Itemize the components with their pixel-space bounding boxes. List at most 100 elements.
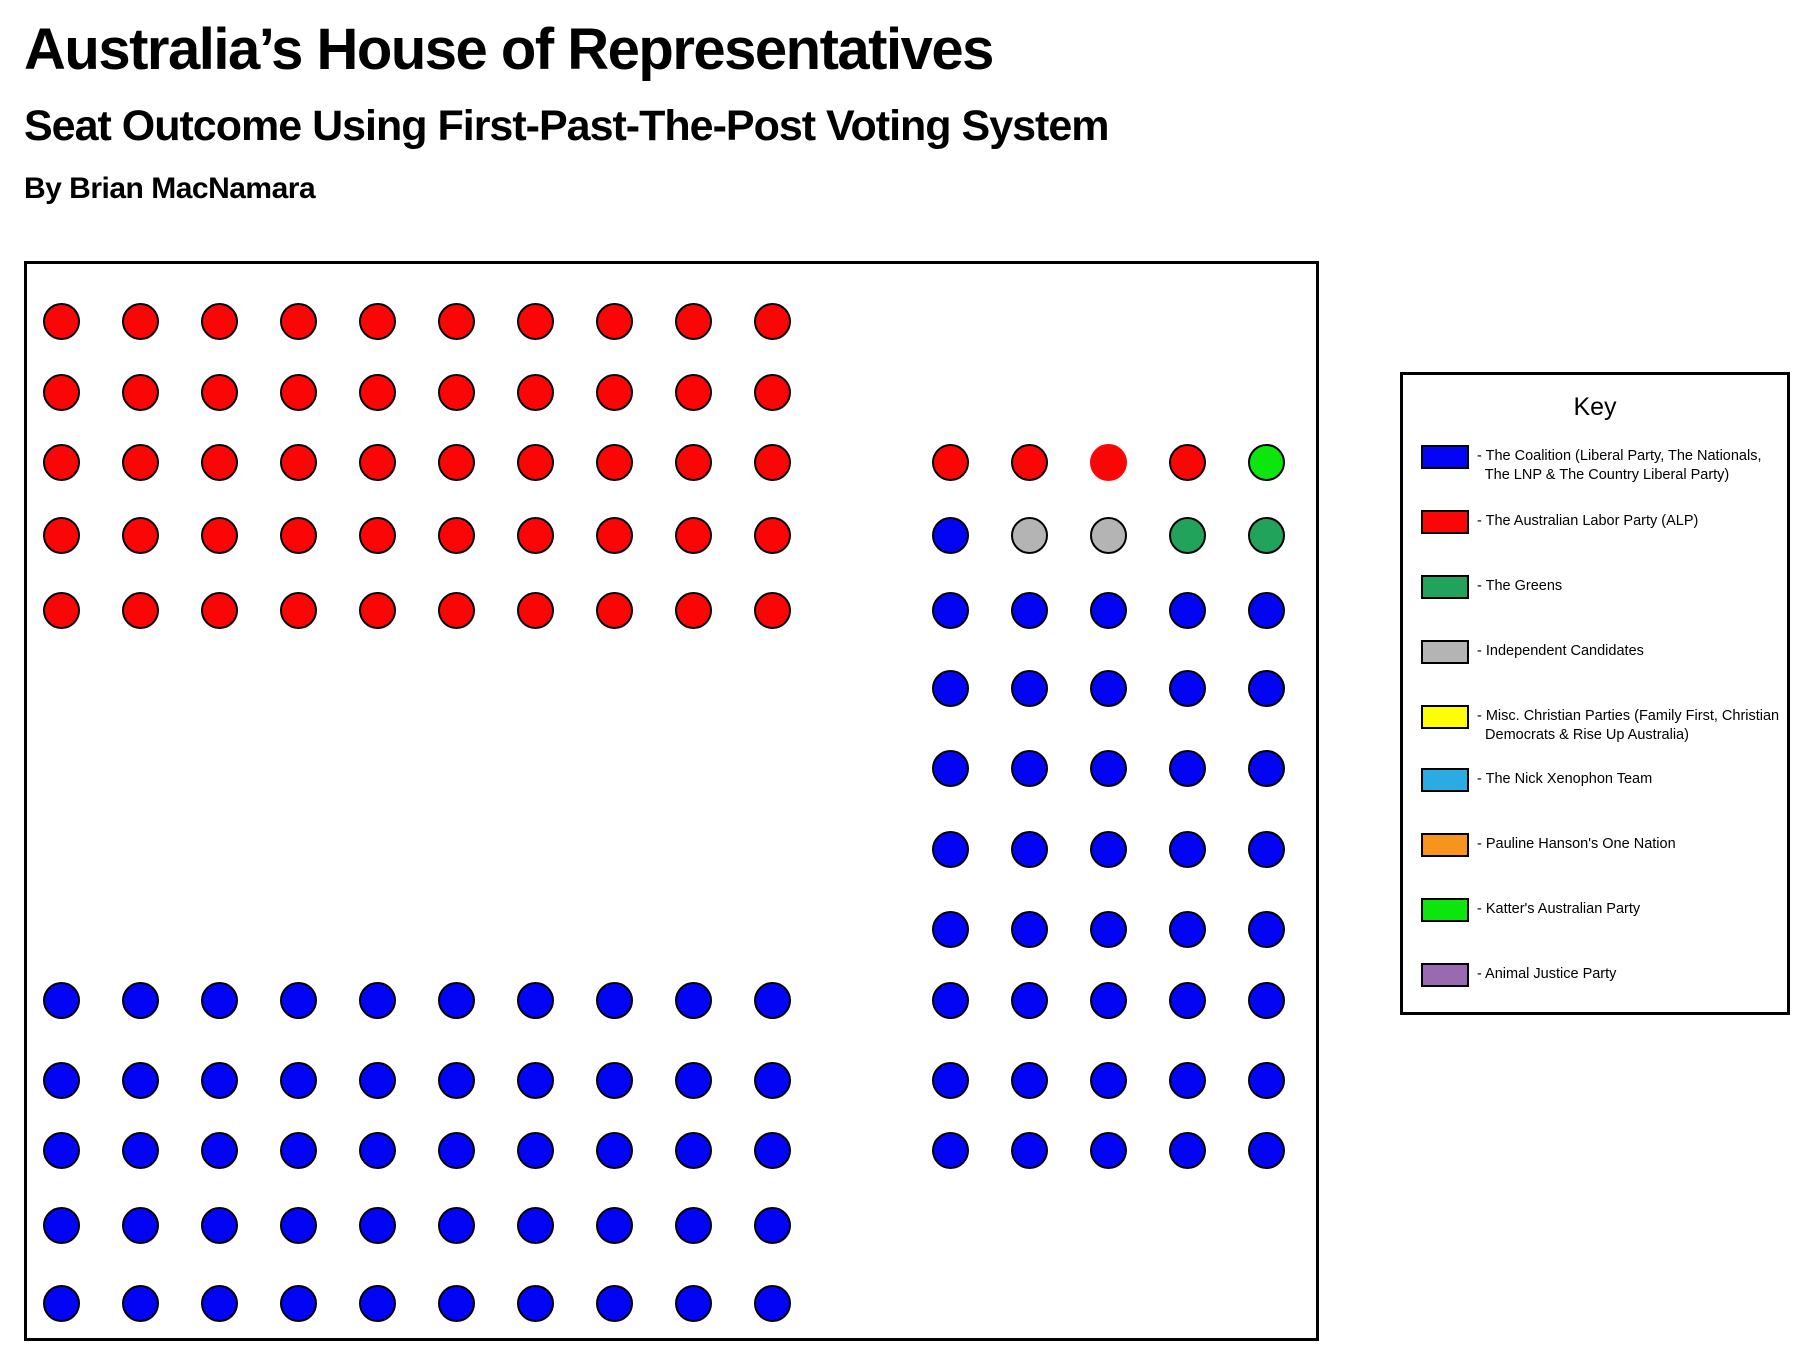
seat-dot-coalition: [1168, 1061, 1206, 1099]
seat-dot-coalition: [42, 1131, 80, 1169]
seat-dot-alp: [438, 443, 475, 481]
seat-dot-coalition: [1089, 910, 1127, 948]
seat-dot-coalition: [200, 1061, 238, 1099]
seat-dot-coalition: [1089, 669, 1127, 707]
key-entry-label: - The Nick Xenophon Team: [1477, 771, 1653, 787]
seat-dot-alp: [675, 443, 713, 481]
seat-dot-alp: [200, 516, 238, 554]
key-entry-christian: - Misc. Christian Parties (Family First,…: [1421, 705, 1779, 745]
seat-dot-coalition: [1247, 830, 1285, 868]
seat-dot-coalition: [931, 981, 969, 1019]
seat-dot-alp: [517, 373, 555, 411]
seat-dot-alp: [121, 373, 159, 411]
seat-dot-coalition: [1168, 749, 1206, 787]
seat-dot-coalition: [1168, 910, 1206, 948]
seat-dot-coalition: [1010, 830, 1048, 868]
seat-dot-alp: [1089, 443, 1127, 481]
seat-dot-coalition: [279, 1061, 317, 1099]
seat-dot-coalition: [358, 981, 396, 1019]
seat-dot-coalition: [42, 1206, 80, 1244]
seat-dot-alp: [596, 302, 634, 340]
key-entry-greens: - The Greens: [1421, 575, 1562, 599]
seat-dot-coalition: [517, 1131, 555, 1169]
seat-dot-alp: [358, 302, 396, 340]
seat-dot-coalition: [596, 981, 634, 1019]
seat-dot-coalition: [1010, 749, 1048, 787]
seat-dot-coalition: [438, 1284, 475, 1322]
seat-dot-coalition: [675, 1284, 713, 1322]
seat-dot-alp: [675, 591, 713, 629]
seat-dot-coalition: [754, 1284, 792, 1322]
seat-dot-alp: [596, 516, 634, 554]
seat-dot-coalition: [200, 1131, 238, 1169]
seat-dot-alp: [675, 516, 713, 554]
key-entry-coalition: - The Coalition (Liberal Party, The Nati…: [1421, 445, 1762, 485]
key-entry-label: - Independent Candidates: [1477, 643, 1644, 659]
key-entry-ajp: - Animal Justice Party: [1421, 963, 1616, 987]
seat-dot-coalition: [1168, 981, 1206, 1019]
seat-dot-coalition: [1089, 1131, 1127, 1169]
seat-dot-coalition: [1168, 830, 1206, 868]
seat-dot-coalition: [200, 981, 238, 1019]
seat-dot-independent: [1089, 516, 1127, 554]
seat-dot-alp: [279, 591, 317, 629]
seat-dot-coalition: [358, 1061, 396, 1099]
seat-dot-alp: [42, 516, 80, 554]
key-entry-label: - Animal Justice Party: [1477, 966, 1617, 982]
key-swatch-independent: [1421, 640, 1469, 664]
seat-dot-coalition: [517, 1061, 555, 1099]
seat-dot-alp: [1168, 443, 1206, 481]
seat-dot-coalition: [1168, 669, 1206, 707]
seat-dot-alp: [200, 302, 238, 340]
seat-dot-alp: [596, 443, 634, 481]
seat-dot-alp: [279, 302, 317, 340]
seat-dot-coalition: [438, 981, 475, 1019]
key-swatch-onenation: [1421, 833, 1469, 857]
seat-dot-coalition: [675, 1206, 713, 1244]
seat-dot-coalition: [1089, 981, 1127, 1019]
seat-dot-coalition: [1247, 1131, 1285, 1169]
seat-dot-alp: [121, 591, 159, 629]
key-swatch-greens: [1421, 575, 1469, 599]
seat-dot-alp: [42, 443, 80, 481]
seat-dot-alp: [279, 516, 317, 554]
seat-dot-coalition: [517, 981, 555, 1019]
seat-dot-alp: [279, 443, 317, 481]
seat-dot-coalition: [931, 669, 969, 707]
seat-dot-coalition: [1168, 591, 1206, 629]
key-entry-onenation: - Pauline Hanson's One Nation: [1421, 833, 1676, 857]
seat-dot-coalition: [675, 981, 713, 1019]
seat-dot-katter: [1247, 443, 1285, 481]
page-title: Australia’s House of Representatives: [24, 17, 994, 82]
seat-dot-alp: [438, 516, 475, 554]
seat-dot-coalition: [1010, 669, 1048, 707]
seat-dot-coalition: [279, 981, 317, 1019]
key-swatch-alp: [1421, 510, 1469, 534]
key-entry-label: - The Greens: [1477, 578, 1563, 594]
seat-dot-coalition: [517, 1284, 555, 1322]
seat-dot-coalition: [1247, 981, 1285, 1019]
seat-dot-coalition: [931, 910, 969, 948]
seat-dot-coalition: [596, 1061, 634, 1099]
seat-dot-coalition: [358, 1206, 396, 1244]
key-swatch-coalition: [1421, 445, 1469, 469]
seat-dot-coalition: [931, 830, 969, 868]
key-entry-label: - The Coalition (Liberal Party, The Nati…: [1477, 448, 1762, 483]
seat-dot-coalition: [279, 1131, 317, 1169]
seat-dot-alp: [596, 373, 634, 411]
seat-dot-alp: [438, 591, 475, 629]
seat-dot-alp: [754, 516, 792, 554]
seat-dot-coalition: [438, 1206, 475, 1244]
seat-dot-coalition: [1247, 1061, 1285, 1099]
seat-dot-coalition: [517, 1206, 555, 1244]
seat-dot-coalition: [931, 1131, 969, 1169]
key-entry-label: - The Australian Labor Party (ALP): [1477, 513, 1699, 529]
seat-dot-coalition: [438, 1131, 475, 1169]
key-box: Key - The Coalition (Liberal Party, The …: [1400, 372, 1790, 1015]
seat-dot-coalition: [121, 1131, 159, 1169]
key-entry-katter: - Katter's Australian Party: [1421, 898, 1640, 922]
seat-dot-coalition: [358, 1131, 396, 1169]
seat-dot-coalition: [1247, 669, 1285, 707]
seat-dot-coalition: [1010, 1131, 1048, 1169]
seat-dot-coalition: [121, 1284, 159, 1322]
